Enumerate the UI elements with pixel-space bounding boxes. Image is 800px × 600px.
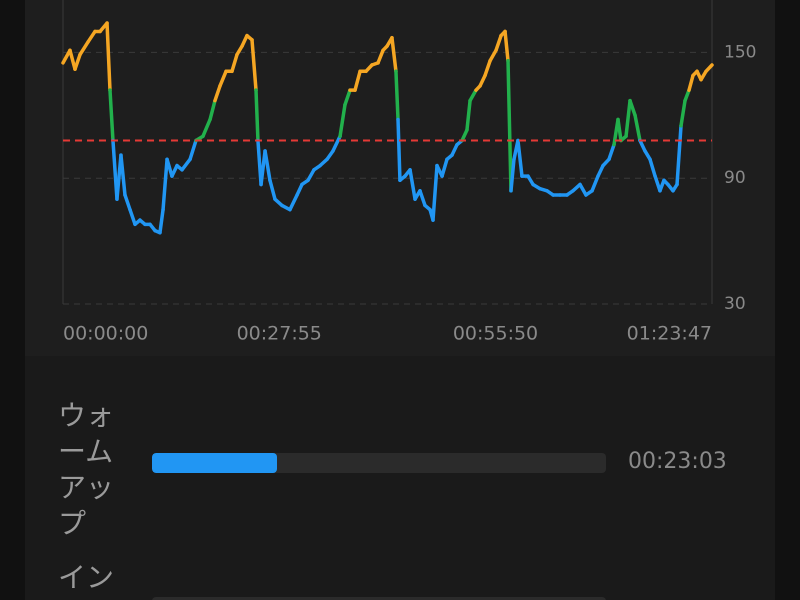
hr-segment xyxy=(683,88,691,103)
hr-segment xyxy=(180,157,192,172)
hr-segment xyxy=(218,69,228,88)
hr-segment xyxy=(596,163,605,178)
hr-segment xyxy=(578,182,588,197)
x-tick-label: 00:55:50 xyxy=(453,323,538,345)
hr-segment xyxy=(478,73,487,88)
hr-segment xyxy=(201,117,212,139)
hr-segment xyxy=(460,128,469,143)
hr-segment xyxy=(188,138,198,162)
hr-segment xyxy=(263,149,272,183)
hr-segment xyxy=(376,48,385,65)
hr-segment xyxy=(408,168,417,201)
y-tick-label: 90 xyxy=(724,168,746,188)
hr-segment xyxy=(488,48,498,63)
hr-segment xyxy=(208,98,217,122)
hr-segment xyxy=(306,168,316,183)
hr-segment xyxy=(254,88,260,143)
hr-segment xyxy=(68,48,77,71)
hr-segment xyxy=(648,157,657,178)
y-tick-label: 30 xyxy=(724,294,746,314)
hr-segment xyxy=(108,88,115,143)
hr-segment xyxy=(394,69,400,122)
hr-segment xyxy=(295,182,304,197)
x-tick-label: 00:27:55 xyxy=(237,323,322,345)
hr-segment xyxy=(396,117,402,183)
chart: 30 90 150 00:00:00 00:27:55 00:55:50 01:23:47 xyxy=(61,0,756,345)
hr-segment xyxy=(353,69,362,92)
hr-segment xyxy=(331,134,342,153)
hr-segment xyxy=(230,52,239,74)
x-tick-label: 01:23:47 xyxy=(627,323,712,345)
zone-label: イン xyxy=(58,561,115,594)
hr-segment xyxy=(343,88,352,107)
hr-segment xyxy=(465,98,472,132)
hr-segment xyxy=(675,124,683,187)
hr-segment xyxy=(418,189,427,208)
hr-segment xyxy=(105,21,112,92)
hr-segment xyxy=(119,153,127,197)
hr-segment xyxy=(123,193,132,212)
hr-segment xyxy=(607,142,616,162)
hr-segment xyxy=(624,98,632,139)
hr-segment xyxy=(516,138,524,178)
hr-segment xyxy=(213,84,222,103)
zone-bar-track xyxy=(152,453,606,473)
hr-segment xyxy=(288,193,299,212)
zone-label: ウォームアップ xyxy=(58,399,115,540)
hr-segment xyxy=(638,138,647,153)
hr-segment xyxy=(450,142,459,157)
hr-segment xyxy=(687,73,695,92)
zone-bar xyxy=(152,453,277,473)
hr-segment xyxy=(483,59,492,78)
hr-segment xyxy=(704,63,714,74)
hr-segment xyxy=(73,52,82,71)
hr-segment xyxy=(86,29,97,44)
hr-segment xyxy=(431,163,439,222)
zone-duration: 00:23:03 xyxy=(628,449,727,474)
hr-segment xyxy=(78,40,90,57)
hr-segment xyxy=(509,157,516,193)
hr-segment xyxy=(165,157,174,178)
hr-segment xyxy=(250,38,258,92)
y-tick-label: 150 xyxy=(724,42,756,62)
hr-segment xyxy=(494,33,503,53)
hr-segment xyxy=(590,174,600,193)
hr-segment xyxy=(390,35,398,74)
hr-segment xyxy=(440,157,449,178)
hr-segment xyxy=(268,178,277,201)
hr-segment xyxy=(161,157,169,212)
hr-segment xyxy=(679,98,687,128)
hr-segment xyxy=(128,207,137,227)
x-tick-label: 00:00:00 xyxy=(63,323,148,345)
hr-segment xyxy=(240,33,249,48)
hr-segment xyxy=(628,98,637,118)
hr-segment xyxy=(506,59,513,193)
hr-segment xyxy=(170,163,179,178)
hr-segment xyxy=(468,88,478,103)
hr-segment xyxy=(338,103,347,139)
hr-segment xyxy=(616,117,623,143)
hr-segment xyxy=(503,29,510,63)
hr-segment xyxy=(158,207,165,235)
zone-bar-track xyxy=(152,597,606,600)
hr-segment xyxy=(633,113,642,143)
